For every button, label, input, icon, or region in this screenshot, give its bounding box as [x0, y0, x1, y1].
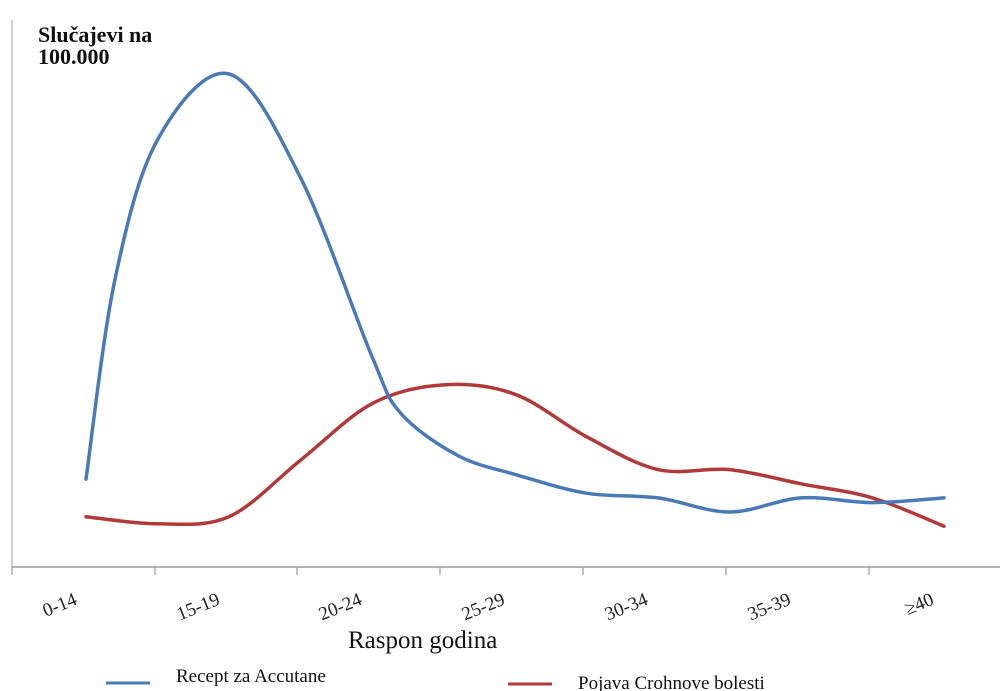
x-tick-label: 25-29	[459, 589, 508, 625]
series-line-crohn	[84, 382, 946, 528]
x-tick-label: 35-39	[745, 589, 794, 625]
series-line-accutane	[84, 71, 946, 514]
y-axis-label-line-2: 100.000	[38, 44, 110, 69]
legend-label-accutane: Recept za Accutane	[176, 666, 326, 687]
x-tick-label-group: 0-14 15-19 20-24 25-29 30-34 35-39 ≥40	[40, 589, 937, 625]
y-axis-label-line-1: Slučajevi na	[38, 22, 152, 47]
legend-label-crohn: Pojava Crohnove bolesti	[578, 673, 765, 691]
x-tick-label: 20-24	[316, 589, 365, 625]
x-axis-label: Raspon godina	[348, 627, 497, 654]
x-tick-group	[11, 567, 870, 575]
legend: Recept za Accutane Pojava Crohnove boles…	[106, 666, 765, 691]
series-layer	[84, 71, 946, 528]
x-tick-label: 0-14	[40, 589, 81, 622]
x-tick-label: 30-34	[602, 589, 651, 625]
x-tick-label: ≥40	[902, 589, 937, 619]
x-tick-label: 15-19	[174, 589, 223, 625]
